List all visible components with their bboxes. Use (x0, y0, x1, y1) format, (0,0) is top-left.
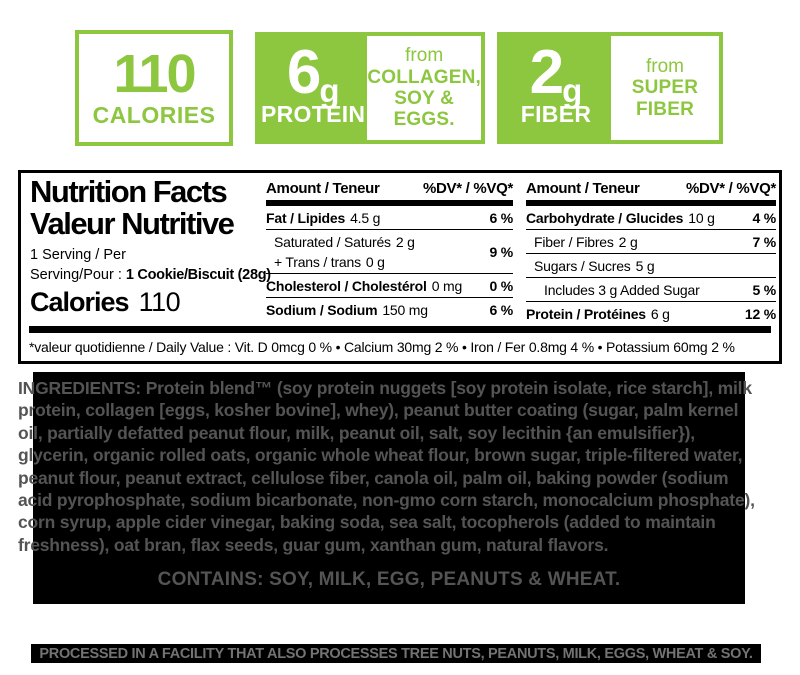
calories-badge-value: 110 (113, 44, 196, 104)
calories-badge: 110 CALORIES (75, 30, 233, 146)
nutrient-name: Includes 3 g Added Sugar (544, 281, 700, 298)
protein-from-line: EGGS. (393, 109, 455, 131)
nutrient-name: Fiber / Fibres (534, 233, 614, 250)
calories-row: Calories 110 (30, 286, 264, 317)
facility-notice-strip: PROCESSED IN A FACILITY THAT ALSO PROCES… (31, 644, 761, 663)
serving-line-2: Serving/Pour : 1 Cookie/Biscuit (28g) (30, 267, 271, 284)
calories-badge-label: CALORIES (92, 102, 216, 128)
fiber-badge-label: FIBER (520, 100, 592, 127)
nutrient-name: Fat / Lipides (266, 209, 346, 226)
nutrient-name: + Trans / trans (274, 253, 361, 270)
calories-label: Calories (30, 286, 130, 317)
fiber-amount-unit: g (562, 72, 583, 110)
nutrient-row-fiber: Fiber / Fibres 2 g 7 % (526, 230, 776, 254)
nutrient-column-right: Amount / Teneur %DV* / %VQ* Carbohydrate… (526, 180, 776, 325)
serving-size-value: 1 Cookie/Biscuit (28g) (125, 267, 271, 284)
nutrient-dv: 9 % (489, 243, 513, 260)
nutrient-name: Cholesterol / Cholestérol (266, 277, 427, 294)
nutrient-value: 2 g (395, 233, 415, 250)
nutrient-value: 5 g (635, 257, 655, 274)
nutrient-value: 10 g (688, 209, 715, 226)
protein-amount-number: 6 (286, 38, 322, 108)
protein-amount-unit: g (319, 72, 340, 110)
nutrient-row-added-sugar: Includes 3 g Added Sugar 5 % (526, 278, 776, 302)
nutrient-row-sugars: Sugars / Sucres 5 g (526, 254, 776, 278)
calories-value: 110 (138, 286, 181, 317)
protein-from-line: COLLAGEN, (367, 66, 481, 88)
nutrient-dv: 12 % (744, 305, 776, 322)
fiber-amount-number: 2 (529, 38, 565, 108)
nutrient-dv: 6 % (489, 209, 513, 226)
nutrient-row-carbohydrate: Carbohydrate / Glucides 10 g 4 % (526, 206, 776, 230)
column-header-dv: %DV* / %VQ* (422, 180, 513, 197)
ingredients-label: INGREDIENTS: (18, 378, 142, 398)
panel-bottom-bar (29, 326, 771, 333)
nutrition-facts-title-en: Nutrition Facts (30, 174, 228, 209)
nutrient-dv: 6 % (489, 301, 513, 318)
protein-from-line: SOY & (394, 88, 455, 109)
fiber-from-line: SUPER (631, 77, 699, 99)
ingredients-paragraph: INGREDIENTS: Protein blend™ (soy protein… (18, 377, 760, 556)
column-header-amount: Amount / Teneur (266, 180, 380, 197)
column-header: Amount / Teneur %DV* / %VQ* (266, 180, 513, 200)
nutrient-dv: 0 % (489, 277, 513, 294)
nutrition-facts-panel: Nutrition Facts Valeur Nutritive 1 Servi… (18, 170, 782, 364)
nutrient-row-sodium: Sodium / Sodium 150 mg 6 % (266, 298, 513, 321)
nutrient-value: 2 g (618, 233, 638, 250)
nutrition-facts-header-column: Nutrition Facts Valeur Nutritive 1 Servi… (30, 174, 271, 317)
column-header-dv: %DV* / %VQ* (685, 180, 776, 197)
thick-divider-bar (266, 200, 513, 206)
nutrient-name: Carbohydrate / Glucides (526, 209, 684, 226)
fiber-from-line: FIBER (636, 98, 694, 120)
contains-statement: CONTAINS: SOY, MILK, EGG, PEANUTS & WHEA… (157, 569, 621, 591)
ingredients-block: INGREDIENTS: Protein blend™ (soy protein… (18, 372, 755, 605)
nutrient-row-fat: Fat / Lipides 4.5 g 6 % (266, 206, 513, 230)
nutrient-name: Saturated / Saturés (274, 233, 391, 250)
nutrition-facts-title-fr: Valeur Nutritive (30, 206, 235, 242)
nutrient-value: 0 mg (431, 277, 463, 294)
daily-value-footnote: *valeur quotidienne / Daily Value : Vit.… (29, 339, 735, 355)
nutrient-column-left: Amount / Teneur %DV* / %VQ* Fat / Lipide… (266, 180, 513, 321)
nutrient-row-protein: Protein / Protéines 6 g 12 % (526, 302, 776, 325)
thick-divider-bar (526, 200, 776, 206)
nutrient-value: 150 mg (382, 301, 428, 318)
nutrient-name: Sugars / Sucres (534, 257, 631, 274)
nutrient-name: Protein / Protéines (526, 305, 646, 322)
serving-line-2-label: Serving/Pour : (30, 267, 122, 284)
protein-from-word: from (405, 45, 444, 67)
nutrient-dv: 7 % (752, 233, 776, 250)
ingredients-text: Protein blend™ (soy protein nuggets [soy… (18, 378, 755, 555)
nutrient-value: 0 g (365, 253, 385, 270)
nutrient-name: Sodium / Sodium (266, 301, 378, 318)
nutrient-row-saturated-trans: Saturated / Saturés 2 g + Trans / trans 0 … (266, 230, 513, 274)
serving-line-1: 1 Serving / Per (30, 247, 126, 264)
nutrient-dv: 5 % (752, 281, 776, 298)
nutrient-dv: 4 % (752, 209, 776, 226)
fiber-from-word: from (646, 56, 684, 78)
fiber-source-box: from SUPER FIBER (611, 36, 719, 140)
nutrient-value: 4.5 g (350, 209, 381, 226)
column-header-amount: Amount / Teneur (526, 180, 640, 197)
protein-badge-label: PROTEIN (260, 100, 366, 127)
protein-source-box: from COLLAGEN, SOY & EGGS. (367, 36, 481, 140)
nutrient-value: 6 g (650, 305, 670, 322)
nutrient-row-cholesterol: Cholesterol / Cholestérol 0 mg 0 % (266, 274, 513, 298)
facility-notice-text: PROCESSED IN A FACILITY THAT ALSO PROCES… (39, 645, 753, 662)
column-header: Amount / Teneur %DV* / %VQ* (526, 180, 776, 200)
